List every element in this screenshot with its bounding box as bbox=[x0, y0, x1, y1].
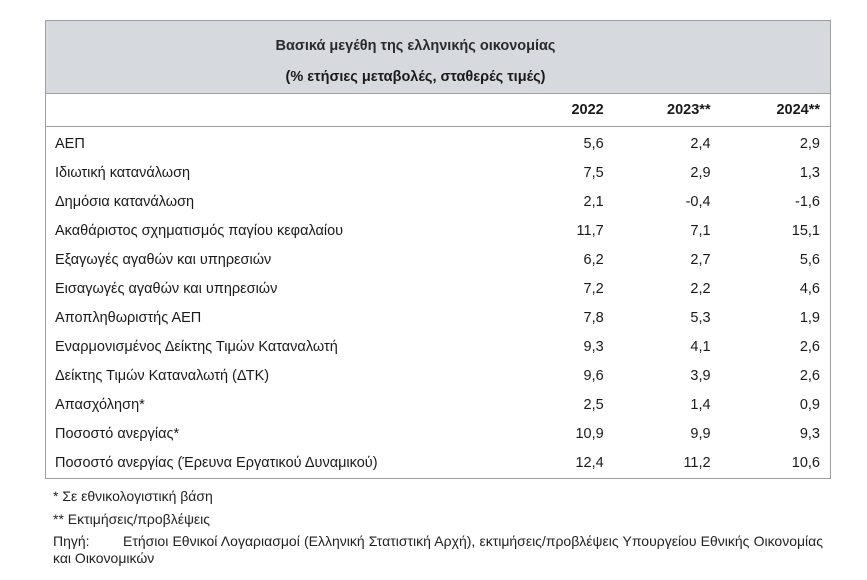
cell-value-2024: 2,9 bbox=[799, 136, 820, 152]
row-label: Δείκτης Τιμών Καταναλωτή (ΔΤΚ) bbox=[55, 368, 270, 384]
row-label: ΑΕΠ bbox=[55, 136, 85, 152]
table-subtitle: (% ετήσιες μεταβολές, σταθερές τιμές) bbox=[285, 69, 546, 85]
cell-value-2022: 12,4 bbox=[575, 455, 604, 471]
table-row: Δημόσια κατανάλωση 2,1 -0,4 -1,6 bbox=[46, 188, 831, 217]
cell-value-2024: 2,6 bbox=[799, 368, 820, 384]
cell-value-2023: 1,4 bbox=[690, 397, 711, 413]
cell-value-2024: -1,6 bbox=[795, 194, 820, 210]
table-row: Απασχόληση* 2,5 1,4 0,9 bbox=[46, 391, 831, 420]
column-header-row: 2022 2023** 2024** bbox=[45, 93, 831, 127]
cell-value-2022: 9,6 bbox=[583, 368, 604, 384]
row-label: Εναρμονισμένος Δείκτης Τιμών Καταναλωτή bbox=[55, 339, 338, 355]
cell-value-2023: 9,9 bbox=[690, 426, 711, 442]
source-text: Ετήσιοι Εθνικοί Λογαριασμοί (Ελληνική Στ… bbox=[53, 533, 823, 566]
row-label: Εξαγωγές αγαθών και υπηρεσιών bbox=[55, 252, 272, 268]
table-row: Ποσοστό ανεργίας* 10,9 9,9 9,3 bbox=[46, 420, 831, 449]
source-label: Πηγή: bbox=[53, 533, 90, 549]
column-header-label bbox=[45, 93, 488, 127]
cell-value-2024: 0,9 bbox=[799, 397, 820, 413]
cell-value-2023: 2,4 bbox=[690, 136, 711, 152]
column-header-2022: 2022 bbox=[487, 93, 614, 127]
table-row: Ακαθάριστος σχηματισμός παγίου κεφαλαίου… bbox=[46, 217, 831, 246]
cell-value-2022: 2,1 bbox=[583, 194, 604, 210]
cell-value-2022: 7,2 bbox=[583, 281, 604, 297]
cell-value-2024: 15,1 bbox=[791, 223, 820, 239]
cell-value-2023: 2,2 bbox=[690, 281, 711, 297]
table-row: Αποπληθωριστής ΑΕΠ 7,8 5,3 1,9 bbox=[46, 304, 831, 333]
cell-value-2023: -0,4 bbox=[685, 194, 711, 210]
row-label: Ποσοστό ανεργίας* bbox=[55, 426, 180, 442]
row-label: Ακαθάριστος σχηματισμός παγίου κεφαλαίου bbox=[55, 223, 344, 239]
table-row: Δείκτης Τιμών Καταναλωτή (ΔΤΚ) 9,6 3,9 2,6 bbox=[46, 362, 831, 391]
cell-value-2023: 2,9 bbox=[690, 165, 711, 181]
cell-value-2022: 11,7 bbox=[576, 223, 604, 239]
table-row: Εναρμονισμένος Δείκτης Τιμών Καταναλωτή 9… bbox=[46, 333, 831, 362]
cell-value-2023: 4,1 bbox=[690, 339, 711, 355]
footnote-national-accounts: * Σε εθνικολογιστική βάση bbox=[53, 488, 213, 504]
column-header-2023: 2023** bbox=[613, 93, 721, 127]
cell-value-2023: 5,3 bbox=[690, 310, 711, 326]
cell-value-2023: 7,1 bbox=[690, 223, 711, 239]
cell-value-2022: 5,6 bbox=[583, 136, 604, 152]
row-label: Αποπληθωριστής ΑΕΠ bbox=[55, 310, 202, 326]
cell-value-2024: 2,6 bbox=[799, 339, 820, 355]
cell-value-2024: 4,6 bbox=[799, 281, 820, 297]
row-label: Ποσοστό ανεργίας (Έρευνα Εργατικού Δυναμ… bbox=[55, 455, 378, 471]
table-row: Εξαγωγές αγαθών και υπηρεσιών 6,2 2,7 5,6 bbox=[46, 246, 831, 275]
cell-value-2022: 9,3 bbox=[583, 339, 604, 355]
cell-value-2022: 7,8 bbox=[583, 310, 604, 326]
cell-value-2022: 7,5 bbox=[583, 165, 604, 181]
column-header-2024: 2024** bbox=[720, 93, 831, 127]
table-container: Βασικά μεγέθη της ελληνικής οικονομίας (… bbox=[45, 20, 831, 567]
cell-value-2022: 10,9 bbox=[575, 426, 604, 442]
footnote-estimates: ** Εκτιμήσεις/προβλέψεις bbox=[53, 511, 211, 527]
table-row: Ποσοστό ανεργίας (Έρευνα Εργατικού Δυναμ… bbox=[46, 449, 831, 479]
cell-value-2023: 11,2 bbox=[683, 455, 711, 471]
cell-value-2023: 2,7 bbox=[690, 252, 711, 268]
table-title-cell: Βασικά μεγέθη της ελληνικής οικονομίας (… bbox=[45, 20, 831, 94]
row-label: Δημόσια κατανάλωση bbox=[55, 194, 195, 210]
row-label: Ιδιωτική κατανάλωση bbox=[55, 165, 191, 181]
row-label: Εισαγωγές αγαθών και υπηρεσιών bbox=[55, 281, 278, 297]
cell-value-2024: 1,9 bbox=[799, 310, 820, 326]
table-row: Εισαγωγές αγαθών και υπηρεσιών 7,2 2,2 4,6 bbox=[46, 275, 831, 304]
table-row: Ιδιωτική κατανάλωση 7,5 2,9 1,3 bbox=[46, 159, 831, 188]
row-label: Απασχόληση* bbox=[55, 397, 145, 413]
cell-value-2022: 6,2 bbox=[583, 252, 604, 268]
table-row: ΑΕΠ 5,6 2,4 2,9 bbox=[46, 127, 831, 160]
cell-value-2024: 1,3 bbox=[799, 165, 820, 181]
cell-value-2024: 5,6 bbox=[799, 252, 820, 268]
cell-value-2022: 2,5 bbox=[583, 397, 604, 413]
cell-value-2023: 3,9 bbox=[690, 368, 711, 384]
cell-value-2024: 10,6 bbox=[791, 455, 820, 471]
table-title: Βασικά μεγέθη της ελληνικής οικονομίας bbox=[275, 38, 556, 54]
footnotes: * Σε εθνικολογιστική βάση ** Εκτιμήσεις/… bbox=[45, 485, 831, 567]
source-note: Πηγή: Ετήσιοι Εθνικοί Λογαριασμοί (Ελληνι… bbox=[53, 533, 823, 567]
economy-table: Βασικά μεγέθη της ελληνικής οικονομίας (… bbox=[45, 20, 831, 479]
table-body: ΑΕΠ 5,6 2,4 2,9 Ιδιωτική κατανάλωση 7,5 2,9 1,3… bbox=[46, 127, 831, 479]
cell-value-2024: 9,3 bbox=[799, 426, 820, 442]
